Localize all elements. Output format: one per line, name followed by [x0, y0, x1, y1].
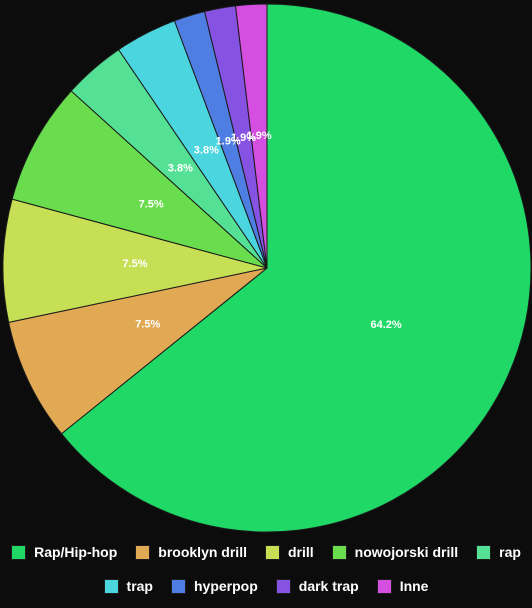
slice-value-label: 7.5% [123, 258, 148, 270]
legend-label: dark trap [298, 578, 359, 594]
legend-label: Rap/Hip-hop [34, 544, 118, 560]
legend-item-hyperpop[interactable]: hyperpop [170, 576, 258, 596]
pie-chart-svg: 64.2%7.5%7.5%7.5%3.8%3.8%1.9%1.9%1.9% [2, 3, 532, 533]
slice-value-label: 64.2% [370, 319, 401, 331]
legend-label: trap [126, 578, 153, 594]
pie-slice-brooklyn-drill[interactable] [8, 267, 268, 435]
legend-item-dark-trap[interactable]: dark trap [275, 576, 359, 596]
legend-item-inne[interactable]: Inne [376, 576, 429, 596]
legend-swatch [11, 544, 27, 560]
slice-value-label: 3.8% [194, 145, 219, 157]
legend-label: drill [287, 544, 314, 560]
pie-slice-nowojorski-drill[interactable] [11, 90, 268, 269]
legend-item-trap[interactable]: trap [103, 576, 153, 596]
legend-swatch [376, 578, 392, 594]
legend-swatch [103, 578, 119, 594]
legend-swatch [264, 544, 280, 560]
chart-legend: Rap/Hip-hop brooklyn drill drill nowojorski… [0, 542, 532, 596]
legend-label: nowojorski drill [354, 544, 459, 560]
slice-value-label: 1.9% [247, 130, 272, 142]
legend-label: rap [499, 544, 521, 560]
legend-swatch [135, 544, 151, 560]
legend-item-rap-hip-hop[interactable]: Rap/Hip-hop [11, 542, 117, 562]
legend-swatch [476, 544, 492, 560]
slice-value-label: 1.9% [216, 136, 241, 148]
legend-item-nowojorski-drill[interactable]: nowojorski drill [331, 542, 459, 562]
pie-slice-rap-hip-hop[interactable] [60, 3, 532, 533]
pie-chart: 64.2% 7.5% 7.5% 7.5% 3.8% 3.8% 1.9% 1.9% 1.9% [2, 3, 532, 533]
legend-label: brooklyn drill [158, 544, 247, 560]
legend-label: Inne [399, 578, 429, 594]
legend-item-drill[interactable]: drill [264, 542, 314, 562]
pie-slice-drill[interactable] [2, 198, 268, 323]
legend-swatch [170, 578, 186, 594]
legend-swatch [331, 544, 347, 560]
legend-item-brooklyn-drill[interactable]: brooklyn drill [135, 542, 247, 562]
slice-value-label: 7.5% [135, 318, 160, 330]
slice-value-label: 7.5% [139, 199, 164, 211]
legend-item-rap[interactable]: rap [476, 542, 521, 562]
slice-value-label: 3.8% [168, 162, 193, 174]
pie-slice-inne[interactable] [235, 3, 268, 269]
slice-value-label: 1.9% [231, 132, 256, 144]
legend-label: hyperpop [193, 578, 258, 594]
legend-swatch [275, 578, 291, 594]
